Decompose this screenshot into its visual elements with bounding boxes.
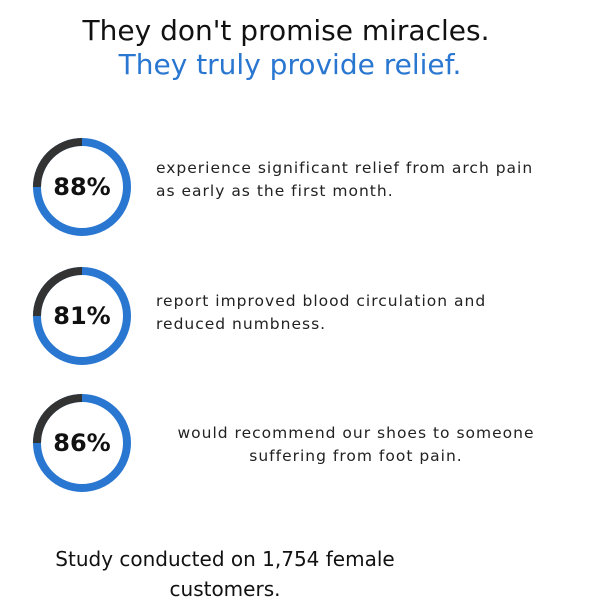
stat-description: would recommend our shoes to someone suf… [177, 424, 535, 465]
progress-ring-icon [33, 138, 131, 236]
headline: They don't promise miracles. [82, 14, 490, 47]
stat-ring-1: 88% [32, 137, 132, 237]
progress-ring-icon [33, 267, 131, 365]
stat-ring-2: 81% [32, 266, 132, 366]
study-note: Study conducted on 1,754 female customer… [55, 547, 395, 601]
stat-value: 88% [53, 173, 111, 201]
stat-description: experience significant relief from arch … [156, 159, 534, 200]
stat-value: 86% [53, 429, 111, 457]
progress-ring-icon [33, 394, 131, 492]
stat-description: report improved blood circulation and re… [156, 292, 487, 333]
stat-value: 81% [53, 302, 111, 330]
subheadline: They truly provide relief. [118, 48, 462, 81]
stat-ring-3: 86% [32, 393, 132, 493]
